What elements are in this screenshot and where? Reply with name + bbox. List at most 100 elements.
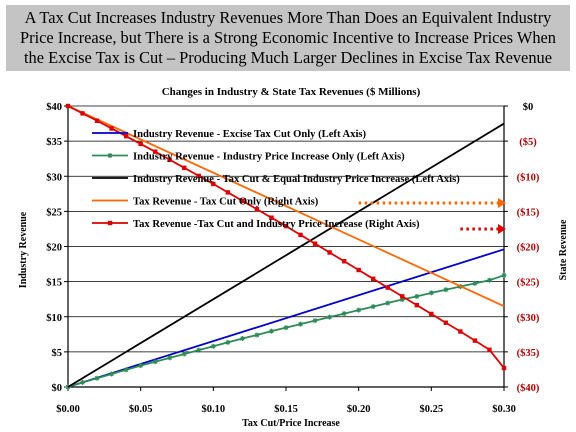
annotation-arrow-head-1: [498, 223, 506, 234]
series-4-point-9: [196, 173, 201, 179]
right-tick-label-8: ($40): [517, 383, 540, 394]
series-4-point-28: [472, 338, 478, 343]
series-1-point-10: [210, 343, 216, 349]
series-4-point-22: [385, 285, 390, 290]
series-1-point-11: [225, 339, 231, 345]
right-tick-label-5: ($25): [517, 278, 540, 289]
legend-marker-1: [107, 153, 113, 158]
series-4-point-12: [240, 198, 245, 204]
right-tick-label-3: ($15): [517, 207, 540, 218]
left-tick-label-6: $30: [46, 172, 62, 183]
legend-marker-4: [107, 220, 113, 226]
series-4-point-5: [138, 141, 143, 147]
series-1-point-20: [356, 307, 362, 313]
series-1-point-25: [428, 290, 434, 296]
left-axis-title: Industry Revenue: [18, 211, 29, 288]
series-1-point-18: [327, 314, 333, 320]
x-tick-label-4: $0.20: [347, 404, 371, 415]
series-4-point-3: [109, 126, 114, 131]
left-tick-label-0: $0: [52, 383, 63, 394]
series-1-point-22: [385, 300, 391, 306]
series-1-point-30: [501, 272, 507, 278]
series-1-point-14: [268, 328, 274, 334]
series-1-point-13: [254, 332, 260, 338]
headline-line-3: the Excise Tax is Cut – Producing Much L…: [24, 48, 552, 67]
right-tick-label-2: ($10): [517, 172, 540, 183]
x-tick-label-5: $0.25: [420, 404, 444, 415]
left-tick-label-4: $20: [46, 243, 62, 254]
series-4-point-10: [211, 181, 216, 187]
series-4-point-16: [298, 232, 303, 238]
right-tick-label-1: ($5): [519, 137, 537, 148]
series-1-point-23: [399, 297, 405, 303]
series-1-point-28: [472, 280, 478, 286]
series-4-point-24: [414, 302, 419, 308]
legend-label-3: Tax Revenue - Tax Cut Only (Right Axis): [133, 197, 319, 208]
series-line-1: [67, 274, 505, 388]
legend-label-4: Tax Revenue -Tax Cut and Industry Price …: [133, 219, 420, 230]
legend-label-0: Industry Revenue - Excise Tax Cut Only (…: [133, 129, 367, 140]
series-1-point-6: [152, 359, 158, 365]
headline-banner: A Tax Cut Increases Industry Revenues Mo…: [6, 5, 570, 71]
x-tick-label-1: $0.05: [129, 404, 153, 415]
headline-line-1: A Tax Cut Increases Industry Revenues Mo…: [24, 8, 552, 27]
series-1-point-19: [341, 311, 347, 317]
series-4-point-2: [94, 118, 100, 123]
series-1-point-7: [167, 355, 173, 361]
x-tick-label-0: $0.00: [56, 404, 80, 415]
left-tick-label-7: $35: [46, 137, 62, 148]
series-1-point-3: [109, 371, 115, 377]
series-4-point-29: [487, 347, 492, 352]
right-tick-label-0: $0: [523, 102, 534, 113]
series-4-point-15: [283, 223, 289, 229]
right-tick-label-6: ($30): [517, 313, 540, 324]
series-4-point-0: [65, 103, 71, 109]
left-tick-label-2: $10: [46, 313, 62, 324]
series-1-point-8: [181, 351, 187, 357]
series-4-point-26: [443, 320, 449, 325]
series-1-point-4: [123, 367, 129, 373]
series-4-point-7: [167, 157, 172, 162]
series-1-point-26: [443, 287, 449, 293]
x-tick-label-3: $0.15: [274, 404, 298, 415]
series-4-point-17: [312, 241, 318, 246]
chart-title: Changes in Industry & State Tax Revenues…: [162, 86, 421, 98]
series-4-point-4: [123, 134, 129, 139]
series-4-point-18: [327, 250, 332, 255]
right-tick-label-4: ($20): [517, 243, 540, 254]
series-1-point-15: [283, 325, 289, 331]
series-line-3: [67, 105, 505, 308]
series-1-point-24: [414, 293, 420, 299]
right-tick-label-7: ($35): [517, 348, 540, 359]
series-4-point-30: [501, 365, 507, 371]
series-4-point-27: [458, 329, 463, 334]
series-1-point-1: [80, 379, 86, 385]
left-tick-label-1: $5: [52, 348, 63, 359]
series-1-point-21: [370, 304, 376, 310]
left-tick-label-3: $15: [46, 278, 62, 289]
series-4-point-23: [400, 294, 405, 299]
series-4-point-14: [269, 215, 274, 220]
series-1-point-2: [94, 375, 100, 381]
annotation-arrow-head-0: [498, 197, 506, 208]
series-1-point-29: [486, 277, 492, 283]
series-4-point-20: [356, 267, 361, 273]
legend-label-2: Industry Revenue - Tax Cut & Equal Indus…: [133, 174, 460, 185]
series-4-point-1: [80, 111, 85, 116]
x-tick-label-2: $0.10: [202, 404, 226, 415]
series-4-point-13: [254, 207, 260, 212]
series-1-point-12: [239, 336, 245, 342]
series-1-point-9: [196, 347, 202, 353]
series-4-point-25: [429, 311, 434, 317]
legend-label-1: Industry Revenue - Industry Price Increa…: [133, 152, 405, 163]
series-4-point-8: [182, 165, 187, 171]
series-1-point-17: [312, 318, 318, 324]
series-4-point-6: [153, 149, 158, 154]
series-1-point-5: [138, 363, 144, 369]
series-1-point-16: [298, 321, 304, 327]
series-4-point-21: [371, 276, 376, 282]
headline-line-2: Price Increase, but There is a Strong Ec…: [20, 28, 556, 47]
series-line-2: [67, 122, 505, 388]
x-tick-label-6: $0.30: [492, 404, 516, 415]
